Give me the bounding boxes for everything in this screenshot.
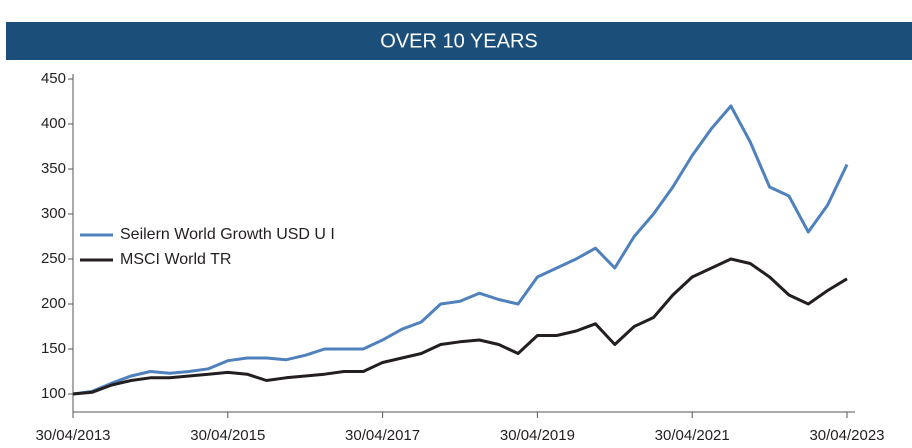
y-tick-label: 200 <box>41 295 66 312</box>
y-tick-label: 300 <box>41 205 66 222</box>
title-banner <box>6 22 912 60</box>
x-tick-label: 30/04/2017 <box>345 427 420 443</box>
series-line <box>72 104 849 396</box>
legend-label: MSCI World TR <box>120 251 231 268</box>
y-tick-label: 400 <box>41 115 66 132</box>
chart-title: OVER 10 YEARS <box>380 30 537 52</box>
x-tick-label: 30/04/2013 <box>35 427 110 443</box>
series-line <box>72 257 848 396</box>
x-tick-label: 30/04/2023 <box>809 427 884 443</box>
x-tick-label: 30/04/2019 <box>500 427 575 443</box>
y-tick-label: 150 <box>41 340 66 357</box>
legend-label: Seilern World Growth USD U I <box>120 226 335 243</box>
y-tick-label: 350 <box>41 160 66 177</box>
y-tick-label: 100 <box>41 385 66 402</box>
y-tick-label: 250 <box>41 250 66 267</box>
y-tick-label: 450 <box>41 70 66 87</box>
x-tick-label: 30/04/2021 <box>655 427 730 443</box>
x-tick-label: 30/04/2015 <box>190 427 265 443</box>
